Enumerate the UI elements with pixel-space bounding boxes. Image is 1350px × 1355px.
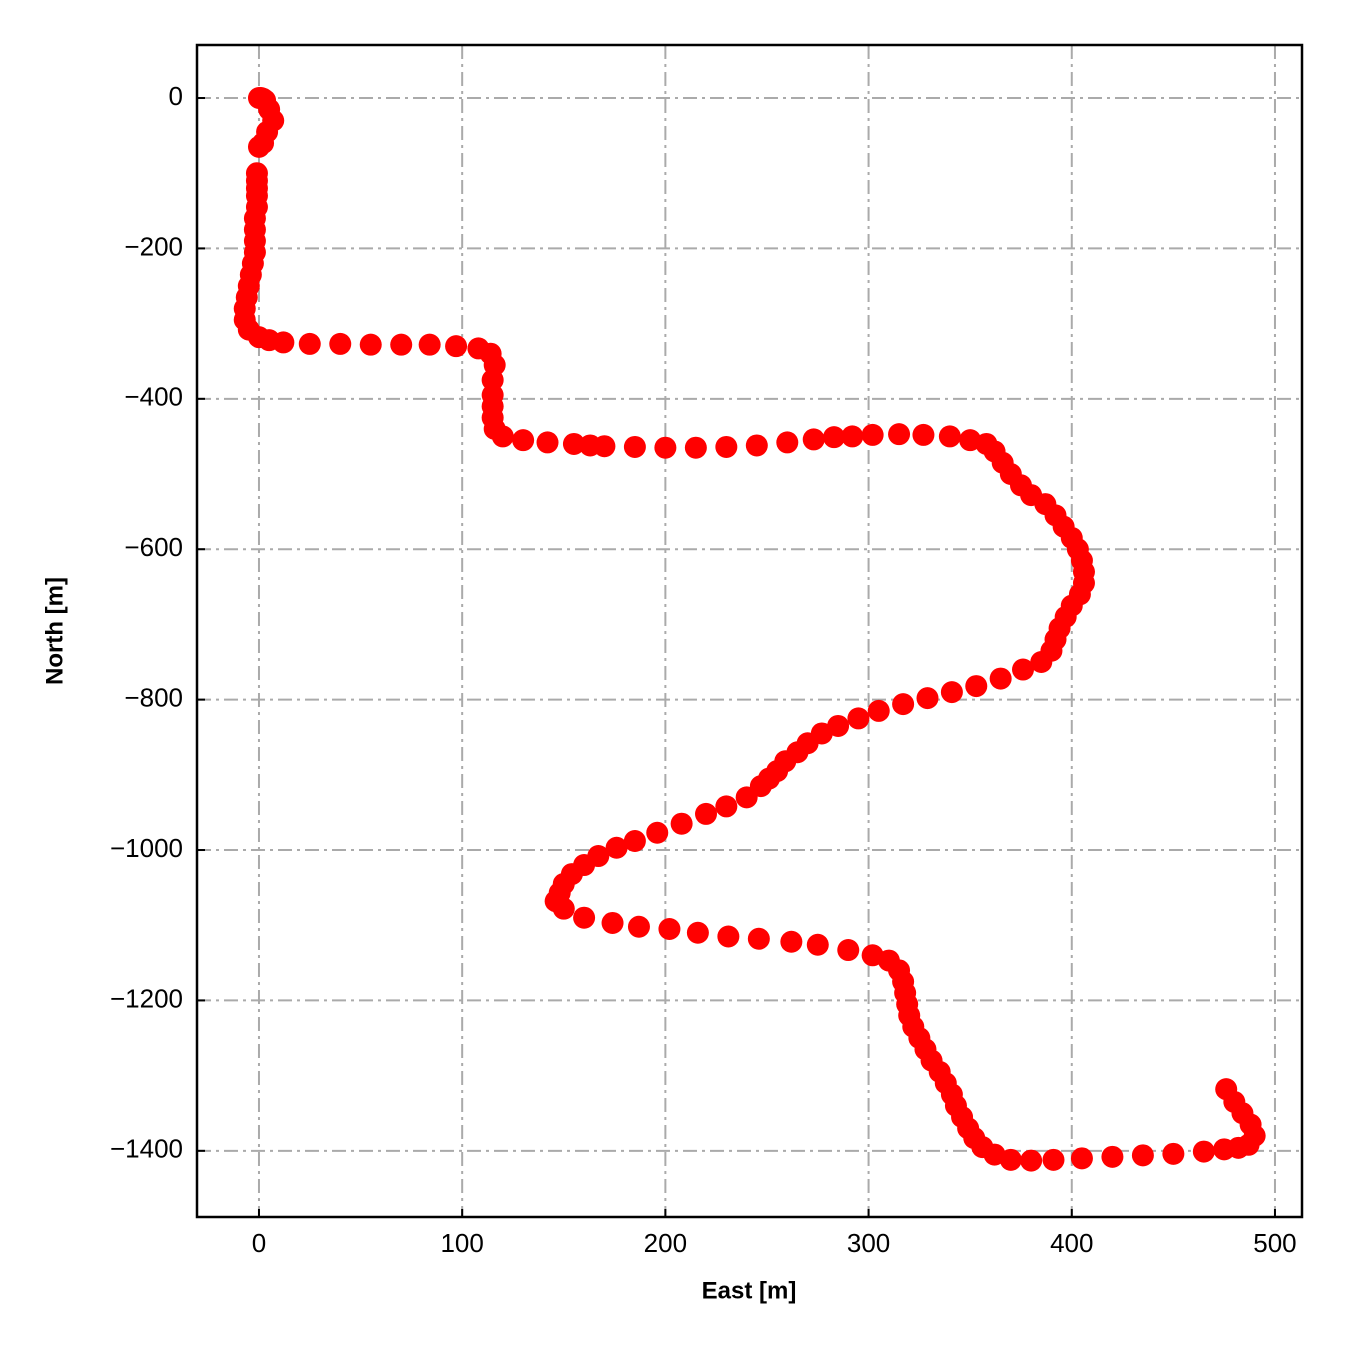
y-tick-label: 0	[169, 81, 183, 111]
point	[780, 930, 803, 953]
point	[601, 911, 624, 934]
point	[823, 426, 846, 449]
x-axis-label: East [m]	[702, 1277, 797, 1304]
point	[1192, 1140, 1215, 1163]
point	[646, 821, 669, 844]
point	[892, 693, 915, 716]
point	[623, 829, 646, 852]
point	[806, 933, 829, 956]
point	[658, 917, 681, 940]
y-tick-label: −1200	[110, 983, 183, 1013]
point	[802, 428, 825, 451]
point	[1162, 1142, 1185, 1165]
point	[491, 425, 514, 448]
point	[715, 795, 738, 818]
point	[686, 921, 709, 944]
x-tick-label: 100	[440, 1228, 483, 1258]
x-tick-label: 0	[252, 1228, 266, 1258]
point	[837, 939, 860, 962]
point	[1131, 1144, 1154, 1167]
point	[536, 431, 559, 454]
point	[940, 681, 963, 704]
y-tick-label: −1000	[110, 833, 183, 863]
point	[1012, 658, 1035, 681]
point	[562, 432, 585, 455]
point	[715, 435, 738, 458]
point	[445, 335, 468, 358]
point	[717, 925, 740, 948]
x-tick-label: 400	[1050, 1228, 1093, 1258]
point	[1042, 1148, 1065, 1171]
point	[390, 333, 413, 356]
point	[776, 431, 799, 454]
plot-frame	[195, 43, 1304, 1219]
point	[481, 369, 504, 392]
point	[912, 423, 935, 446]
y-axis-label: North [m]	[41, 577, 68, 685]
y-tick-label: −1400	[110, 1134, 183, 1164]
y-tick-label: −600	[124, 532, 183, 562]
point	[867, 699, 890, 722]
point	[670, 812, 693, 835]
point	[605, 836, 628, 859]
point	[359, 333, 382, 356]
point	[684, 436, 707, 459]
point	[999, 1148, 1022, 1171]
point	[1030, 651, 1053, 674]
point	[627, 915, 650, 938]
point	[1070, 1147, 1093, 1170]
point	[965, 675, 988, 698]
point	[847, 707, 870, 730]
point	[861, 423, 884, 446]
point	[272, 331, 295, 354]
point	[735, 786, 758, 809]
point	[593, 435, 616, 458]
x-tick-label: 300	[847, 1228, 890, 1258]
point	[623, 435, 646, 458]
point	[888, 423, 911, 446]
point	[298, 332, 321, 355]
point	[938, 425, 961, 448]
point	[573, 906, 596, 929]
point	[1101, 1145, 1124, 1168]
point	[841, 425, 864, 448]
point	[552, 897, 575, 920]
point	[247, 135, 270, 158]
point	[747, 927, 770, 950]
y-tick-label: −800	[124, 682, 183, 712]
point	[512, 429, 535, 452]
point	[418, 333, 441, 356]
y-tick-label: −400	[124, 382, 183, 412]
point	[329, 332, 352, 355]
x-tick-label: 200	[644, 1228, 687, 1258]
point	[916, 687, 939, 710]
point	[989, 667, 1012, 690]
y-tick-label: −200	[124, 231, 183, 261]
point	[1215, 1078, 1238, 1101]
point	[695, 802, 718, 825]
point	[745, 434, 768, 457]
point	[654, 436, 677, 459]
x-tick-label: 500	[1253, 1228, 1296, 1258]
point	[1020, 1149, 1043, 1172]
